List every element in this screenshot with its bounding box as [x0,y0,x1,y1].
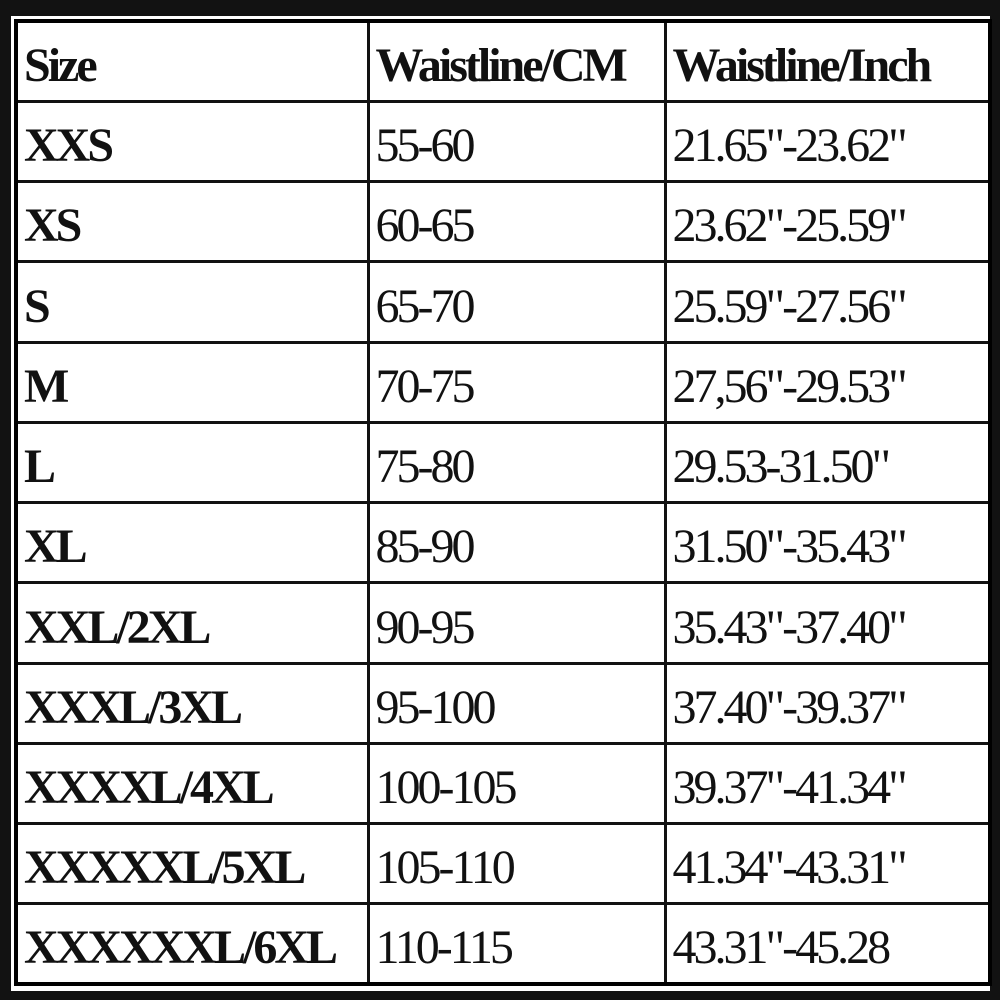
size-cell: XXXXXL/5XL [14,821,370,906]
waist-inch-cell-text: 39.37"-41.34" [672,761,908,814]
size-cell-text: S [24,279,51,333]
waist-inch-cell: 21.65"-23.62" [663,99,992,184]
waist-cm-cell-text: 65-70 [375,279,476,333]
table-row: XXXXXL/5XL 105-110 41.34"-43.31" [14,821,992,906]
waist-inch-cell-text: 41.34"-43.31" [672,841,908,895]
size-cell-text: M [24,359,69,413]
waist-inch-cell: 35.43"-37.40" [663,581,992,665]
header-waist-cm-text: Waistline/CM [375,38,628,92]
size-cell-text: XXXXL/4XL [24,761,275,814]
size-cell-text: XXXXXL/5XL [24,841,306,895]
table-row: M 70-75 27,56"-29.53" [14,340,992,424]
waist-cm-cell: 90-95 [366,581,667,665]
size-cell: XXXL/3XL [14,661,370,745]
waist-cm-cell: 110-115 [366,902,667,986]
header-waist-inch-text: Waistline/Inch [672,38,933,92]
table-row: XS 60-65 23.62"-25.59" [14,179,992,264]
waist-cm-cell: 105-110 [366,821,667,906]
waist-cm-cell: 95-100 [366,661,667,745]
waist-inch-cell-text: 35.43"-37.40" [672,600,908,654]
waist-inch-cell-text: 21.65"-23.62" [672,119,908,172]
waist-cm-cell: 65-70 [366,260,667,344]
waist-inch-cell: 29.53-31.50" [663,420,992,505]
table-row: XXS 55-60 21.65"-23.62" [14,99,992,184]
waist-cm-cell: 55-60 [366,99,667,184]
table-row: S 65-70 25.59"-27.56" [14,260,992,344]
waist-cm-cell-text: 85-90 [375,520,476,574]
size-chart-table: Size Waistline/CM Waistline/Inch XXS 55-6… [14,19,992,986]
waist-inch-cell: 25.59"-27.56" [663,260,992,344]
table-row: XXXXL/4XL 100-105 39.37"-41.34" [14,741,992,826]
header-waist-inch: Waistline/Inch [663,19,992,103]
header-row: Size Waistline/CM Waistline/Inch [14,19,992,103]
waist-cm-cell-text: 60-65 [375,199,476,253]
waist-inch-cell: 41.34"-43.31" [663,821,992,906]
size-cell-text: XXS [24,119,114,172]
waist-cm-cell-text: 75-80 [375,440,476,493]
waist-cm-cell-text: 100-105 [375,761,518,814]
waist-cm-cell: 75-80 [366,420,667,505]
size-cell-text: L [24,440,56,493]
table-row: XXL/2XL 90-95 35.43"-37.40" [14,581,992,665]
waist-cm-cell: 100-105 [366,741,667,826]
header-waist-cm: Waistline/CM [366,19,667,103]
waist-inch-cell-text: 27,56"-29.53" [672,359,908,413]
waist-inch-cell: 37.40"-39.37" [663,661,992,745]
waist-cm-cell-text: 95-100 [375,680,497,734]
size-cell-text: XXXL/3XL [24,680,243,734]
waist-inch-cell-text: 29.53-31.50" [672,440,892,493]
header-size: Size [14,19,370,103]
table-row: XL 85-90 31.50"-35.43" [14,500,992,585]
waist-inch-cell-text: 43.31"-45.28 [672,921,892,974]
waist-cm-cell-text: 70-75 [375,359,476,413]
waist-cm-cell: 70-75 [366,340,667,424]
waist-cm-cell-text: 110-115 [375,921,514,974]
waist-cm-cell-text: 55-60 [375,119,476,172]
waist-inch-cell: 43.31"-45.28 [663,902,992,986]
waist-cm-cell-text: 105-110 [375,841,516,895]
size-cell: XL [14,500,370,585]
table-row: L 75-80 29.53-31.50" [14,420,992,505]
waist-inch-cell-text: 31.50"-35.43" [672,520,908,574]
header-size-text: Size [24,38,98,92]
table-row: XXXXXXL/6XL 110-115 43.31"-45.28 [14,902,992,986]
waist-inch-cell-text: 37.40"-39.37" [672,680,908,734]
size-cell: XS [14,179,370,264]
size-cell: S [14,260,370,344]
waist-inch-cell-text: 25.59"-27.56" [672,279,908,333]
size-cell: XXXXXXL/6XL [14,902,370,986]
waist-cm-cell: 60-65 [366,179,667,264]
size-cell: M [14,340,370,424]
waist-cm-cell: 85-90 [366,500,667,585]
size-cell-text: XS [24,199,82,253]
waist-inch-cell: 31.50"-35.43" [663,500,992,585]
size-cell-text: XXXXXXL/6XL [24,921,338,974]
waist-inch-cell: 27,56"-29.53" [663,340,992,424]
size-cell: L [14,420,370,505]
table-row: XXXL/3XL 95-100 37.40"-39.37" [14,661,992,745]
waist-inch-cell-text: 23.62"-25.59" [672,199,908,253]
waist-inch-cell: 39.37"-41.34" [663,741,992,826]
size-cell: XXL/2XL [14,581,370,665]
size-cell: XXXXL/4XL [14,741,370,826]
size-cell: XXS [14,99,370,184]
waist-inch-cell: 23.62"-25.59" [663,179,992,264]
size-cell-text: XL [24,520,88,574]
size-cell-text: XXL/2XL [24,600,211,654]
waist-cm-cell-text: 90-95 [375,600,476,654]
